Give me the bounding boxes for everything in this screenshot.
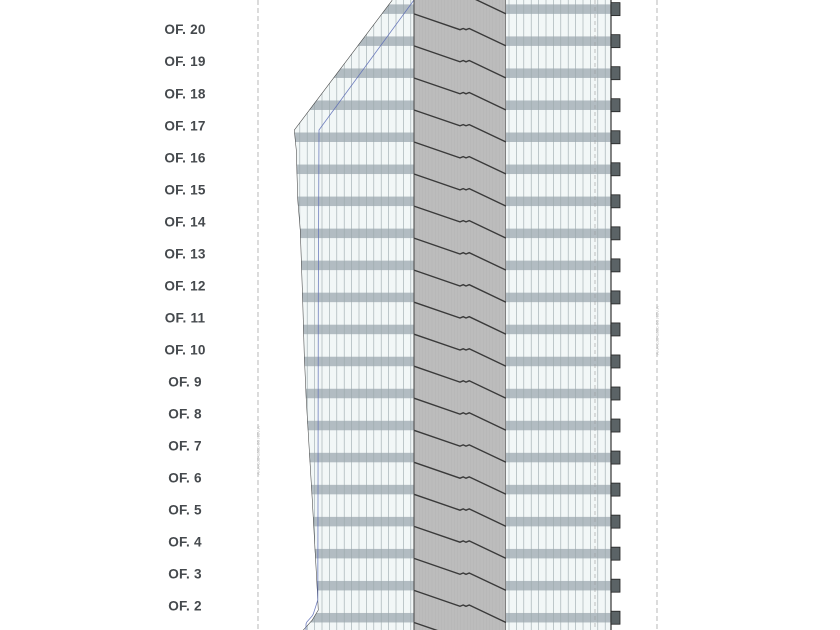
svg-text:OF. 11: OF. 11 [165, 311, 206, 326]
svg-text:OF. 14: OF. 14 [164, 214, 205, 229]
svg-text:OF. 17: OF. 17 [164, 118, 205, 133]
svg-text:OF. 4: OF. 4 [168, 535, 202, 550]
svg-text:OF. 6: OF. 6 [168, 471, 202, 486]
svg-text:OF. 10: OF. 10 [164, 343, 205, 358]
svg-text:AAA-000-0000-00 REV.A: AAA-000-0000-00 REV.A [655, 306, 660, 355]
svg-text:OF. 3: OF. 3 [168, 567, 202, 582]
svg-text:OF. 16: OF. 16 [164, 150, 205, 165]
svg-text:AAA-000-0000-00 REV.A: AAA-000-0000-00 REV.A [256, 426, 261, 475]
svg-text:OF. 19: OF. 19 [164, 54, 205, 69]
svg-text:OF. 18: OF. 18 [164, 86, 205, 101]
svg-text:OF. 7: OF. 7 [168, 439, 201, 454]
svg-text:OF. 13: OF. 13 [164, 246, 205, 261]
svg-text:OF. 5: OF. 5 [168, 503, 202, 518]
svg-text:OF. 9: OF. 9 [168, 375, 202, 390]
svg-text:OF. 8: OF. 8 [168, 407, 202, 422]
svg-text:OF. 15: OF. 15 [164, 182, 205, 197]
svg-text:ROOF PLAN ELEVATION DETAIL REF: ROOF PLAN ELEVATION DETAIL REFERENCE [48, 0, 239, 1]
svg-text:OF. 2: OF. 2 [168, 599, 202, 614]
svg-text:OF. 12: OF. 12 [164, 278, 205, 293]
svg-text:OF. 20: OF. 20 [164, 22, 205, 37]
